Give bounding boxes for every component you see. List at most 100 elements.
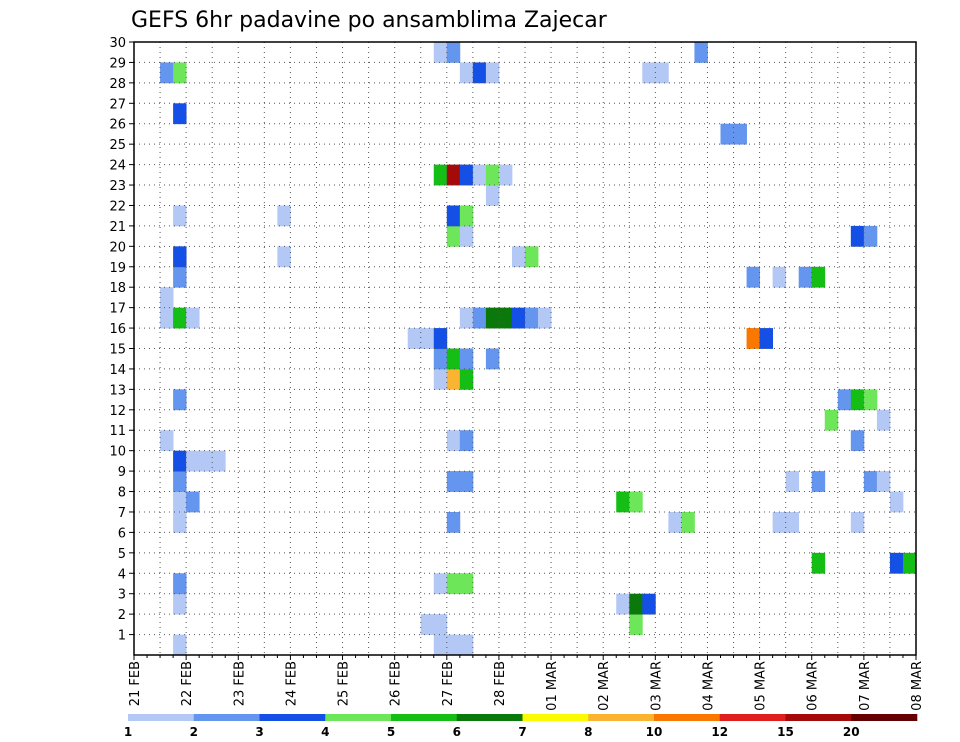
y-tick-label: 10 bbox=[109, 445, 126, 460]
heatmap-cell bbox=[459, 205, 474, 227]
heatmap-cell bbox=[772, 266, 787, 288]
heatmap-cell bbox=[472, 164, 487, 186]
heatmap-cell bbox=[459, 471, 474, 492]
heatmap-cell bbox=[433, 42, 448, 63]
heatmap-cell bbox=[433, 634, 448, 656]
legend-swatch bbox=[654, 714, 721, 721]
y-tick-label: 2 bbox=[118, 608, 126, 623]
heatmap-cell bbox=[876, 471, 891, 492]
heatmap-cell bbox=[433, 368, 448, 390]
y-tick-label: 21 bbox=[109, 220, 126, 235]
heatmap-cell bbox=[173, 266, 187, 288]
legend-label: 1 bbox=[124, 725, 132, 739]
heatmap-cell bbox=[459, 62, 474, 84]
heatmap-cell bbox=[525, 307, 539, 329]
legend-swatch bbox=[851, 714, 918, 721]
legend-label: 5 bbox=[387, 725, 395, 739]
chart-title: GEFS 6hr padavine po ansamblima Zajecar bbox=[131, 8, 608, 33]
heatmap-cell bbox=[733, 123, 747, 145]
x-tick-label: 25 FEB bbox=[337, 661, 352, 706]
legend-swatch bbox=[193, 714, 260, 721]
heatmap-cell bbox=[459, 368, 474, 390]
heatmap-cell bbox=[642, 593, 656, 615]
legend-label: 12 bbox=[711, 725, 728, 739]
heatmap-cell bbox=[173, 491, 187, 513]
heatmap-cell bbox=[186, 307, 200, 329]
heatmap-cell bbox=[746, 328, 760, 349]
legend-swatch bbox=[522, 714, 589, 721]
heatmap-cell bbox=[420, 614, 435, 635]
legend-label: 20 bbox=[843, 725, 860, 739]
heatmap-cell bbox=[850, 225, 865, 247]
heatmap-cell bbox=[160, 307, 174, 329]
legend-swatch bbox=[325, 714, 392, 721]
heatmap-cell bbox=[459, 225, 474, 247]
heatmap-cell bbox=[173, 205, 187, 227]
legend-label: 4 bbox=[321, 725, 329, 739]
heatmap-cell bbox=[173, 307, 187, 329]
x-tick-label: 22 FEB bbox=[180, 661, 195, 706]
heatmap-cell bbox=[616, 593, 630, 615]
y-tick-label: 29 bbox=[109, 56, 126, 71]
heatmap-cell bbox=[472, 307, 487, 329]
y-tick-label: 3 bbox=[118, 588, 126, 603]
heatmap-cell bbox=[446, 348, 461, 370]
y-tick-label: 11 bbox=[109, 424, 126, 439]
legend-label: 7 bbox=[518, 725, 526, 739]
x-tick-label: 05 MAR bbox=[754, 661, 769, 711]
heatmap-cell bbox=[446, 471, 461, 492]
heatmap-cell bbox=[277, 246, 291, 268]
heatmap-cell bbox=[811, 266, 826, 288]
x-tick-label: 27 FEB bbox=[441, 661, 456, 706]
legend-swatch bbox=[391, 714, 458, 721]
heatmap-cell bbox=[629, 491, 643, 513]
heatmap-cell bbox=[173, 389, 187, 411]
heatmap-cell bbox=[446, 225, 461, 247]
x-tick-label: 26 FEB bbox=[389, 661, 404, 706]
heatmap-cell bbox=[459, 634, 474, 656]
heatmap-cell bbox=[173, 471, 187, 492]
y-tick-label: 27 bbox=[109, 97, 126, 112]
heatmap-cell bbox=[498, 307, 513, 329]
heatmap-cell bbox=[525, 246, 539, 268]
heatmap-cell bbox=[642, 62, 656, 84]
heatmap-cell bbox=[850, 389, 865, 411]
y-tick-label: 4 bbox=[118, 567, 126, 582]
heatmap-cell bbox=[889, 491, 904, 513]
heatmap-cell bbox=[212, 450, 226, 472]
heatmap-cell bbox=[433, 348, 448, 370]
heatmap-cell bbox=[446, 205, 461, 227]
heatmap-cell bbox=[407, 328, 422, 349]
y-tick-label: 25 bbox=[109, 138, 126, 153]
x-tick-label: 03 MAR bbox=[649, 661, 664, 711]
x-tick-label: 24 FEB bbox=[284, 661, 299, 706]
heatmap-cell bbox=[485, 164, 500, 186]
heatmap-cell bbox=[173, 573, 187, 595]
legend-swatch bbox=[588, 714, 655, 721]
heatmap-cell bbox=[186, 450, 200, 472]
heatmap-cell bbox=[433, 614, 448, 635]
heatmap-cell bbox=[173, 103, 187, 125]
heatmap-cell bbox=[681, 511, 695, 533]
heatmap-cell bbox=[863, 389, 878, 411]
heatmap-cell bbox=[798, 266, 813, 288]
y-tick-label: 6 bbox=[118, 526, 126, 541]
heatmap-cell bbox=[498, 164, 513, 186]
legend-label: 2 bbox=[190, 725, 198, 739]
x-tick-label: 04 MAR bbox=[702, 661, 717, 711]
heatmap-cell bbox=[446, 164, 461, 186]
x-tick-label: 07 MAR bbox=[858, 661, 873, 711]
y-tick-label: 30 bbox=[109, 36, 126, 51]
heatmap-cell bbox=[850, 430, 865, 452]
y-tick-label: 1 bbox=[118, 629, 126, 644]
heatmap-cell bbox=[446, 430, 461, 452]
y-tick-label: 14 bbox=[109, 363, 126, 378]
legend-label: 6 bbox=[453, 725, 461, 739]
legend-label: 10 bbox=[646, 725, 663, 739]
heatmap-cell bbox=[459, 164, 474, 186]
legend-swatch bbox=[259, 714, 326, 721]
heatmap-cell bbox=[694, 42, 708, 63]
heatmap-cell bbox=[668, 511, 682, 533]
heatmap-cell bbox=[616, 491, 630, 513]
